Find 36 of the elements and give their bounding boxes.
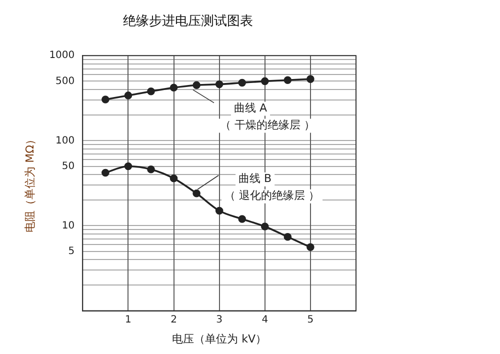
point [260, 77, 269, 86]
point [147, 87, 155, 96]
point [215, 80, 224, 88]
point [102, 168, 110, 177]
point [170, 174, 178, 182]
point [238, 78, 246, 87]
point [170, 84, 178, 92]
y-tick-label: 10 [62, 220, 75, 232]
x-tick-label: 5 [307, 314, 314, 326]
x-tick-label: 1 [125, 314, 132, 326]
x-tick-label: 4 [262, 314, 268, 326]
x-tick-label: 2 [170, 314, 177, 326]
annotation: 曲线 A （ 干燥的绝缘层 ） [220, 102, 315, 132]
point [306, 75, 314, 83]
x-axis-title: 电压（单位为 kV） [172, 332, 267, 346]
point [284, 232, 292, 241]
y-tick-label: 1000 [49, 50, 75, 62]
y-tick-label: 500 [56, 76, 75, 87]
point [284, 76, 292, 84]
y-axis-title: 电阻（单位为 MΩ） [23, 134, 36, 232]
point [238, 215, 246, 223]
point [215, 206, 224, 215]
chart-title: 绝缘步进电压测试图表 [123, 14, 253, 30]
point [102, 96, 110, 104]
y-tick-label: 50 [62, 160, 75, 172]
x-tick-label: 3 [216, 314, 223, 326]
point [124, 162, 132, 170]
point [192, 189, 200, 198]
annotation: 曲线 B （ 退化的绝缘层 ） [224, 172, 320, 202]
point [192, 81, 200, 89]
y-tick-label: 5 [68, 246, 75, 257]
point [306, 243, 314, 252]
point [147, 165, 155, 174]
y-tick-label: 100 [56, 135, 75, 146]
point [260, 222, 269, 230]
point [124, 92, 132, 100]
